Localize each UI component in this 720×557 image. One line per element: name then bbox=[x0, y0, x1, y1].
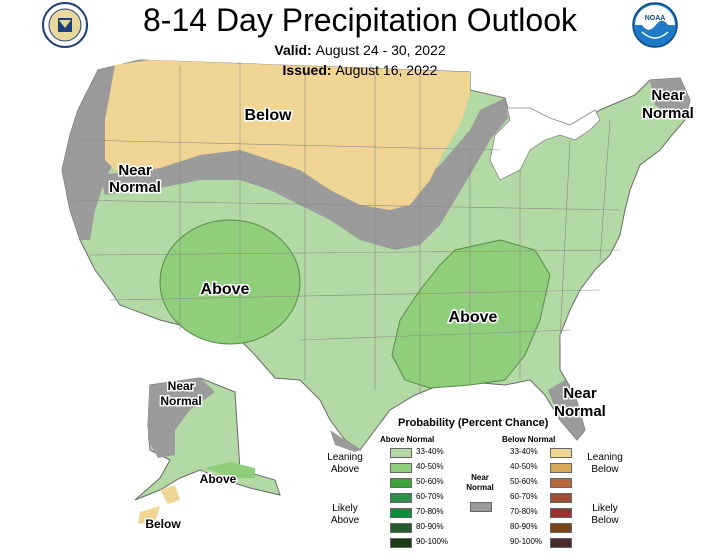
label-near-west-2: Normal bbox=[109, 179, 161, 196]
legend-above-bin-label: 40-50% bbox=[416, 462, 444, 471]
valid-value: August 24 - 30, 2022 bbox=[315, 42, 446, 58]
noaa-logo-icon: NOAA bbox=[632, 2, 678, 48]
leaning-above-line2: Above bbox=[330, 464, 360, 475]
issued-line: Issued: August 16, 2022 bbox=[0, 62, 720, 78]
label-near-ne-2: Normal bbox=[642, 105, 694, 122]
legend-below-bin-label: 90-100% bbox=[510, 537, 543, 546]
legend-above-swatch bbox=[390, 508, 412, 518]
legend-below-bin-label: 33-40% bbox=[510, 447, 538, 456]
near-normal-florida bbox=[548, 380, 585, 440]
near-normal-tx-coast bbox=[330, 430, 360, 452]
label-ak-below: Below bbox=[145, 517, 181, 531]
alaska-below bbox=[160, 485, 180, 504]
legend-above-bin-label: 90-100% bbox=[416, 537, 449, 546]
legend-below-header: Below Normal bbox=[502, 435, 556, 444]
legend-likely-below: Likely Below bbox=[580, 503, 630, 527]
legend-above-swatch bbox=[390, 493, 412, 503]
label-near-west-1: Near bbox=[118, 162, 152, 179]
legend-below-swatch bbox=[550, 463, 572, 473]
legend-likely-above: Likely Above bbox=[320, 503, 370, 527]
likely-below-line1: Likely bbox=[592, 503, 618, 514]
legend-above-swatch bbox=[390, 448, 412, 458]
legend-below-swatch bbox=[550, 478, 572, 488]
near-label-line1: Near bbox=[471, 473, 489, 482]
leaning-below-line1: Leaning bbox=[587, 452, 623, 463]
state-lines bbox=[69, 62, 621, 395]
legend-below-swatch bbox=[550, 523, 572, 533]
label-ak-near-2: Normal bbox=[160, 394, 201, 408]
issued-value: August 16, 2022 bbox=[335, 62, 438, 78]
near-normal-ne bbox=[650, 78, 690, 120]
legend-above-swatch bbox=[390, 478, 412, 488]
leaning-above-line1: Leaning bbox=[327, 452, 363, 463]
legend-below-bin-label: 60-70% bbox=[510, 492, 538, 501]
legend-below-bin-label: 50-60% bbox=[510, 477, 538, 486]
near-label-line2: Normal bbox=[466, 483, 494, 492]
likely-above-line1: Likely bbox=[332, 503, 358, 514]
legend-below-swatch bbox=[550, 538, 572, 548]
alaska-below-2 bbox=[138, 506, 160, 524]
likely-below-line2: Below bbox=[591, 515, 619, 526]
legend-below-swatch bbox=[550, 493, 572, 503]
legend-below-swatch bbox=[550, 508, 572, 518]
alaska-above-40 bbox=[205, 462, 255, 478]
legend-above-bin-label: 50-60% bbox=[416, 477, 444, 486]
label-above-sw: Above bbox=[201, 281, 250, 298]
legend-above-bin-label: 70-80% bbox=[416, 507, 444, 516]
valid-line: Valid: August 24 - 30, 2022 bbox=[0, 42, 720, 58]
legend-above-header: Above Normal bbox=[380, 435, 435, 444]
legend-near-normal-swatch bbox=[470, 502, 492, 512]
legend: Probability (Percent Chance) Above Norma… bbox=[320, 415, 720, 557]
great-lakes bbox=[469, 89, 601, 181]
likely-above-line2: Above bbox=[330, 515, 360, 526]
legend-above-swatch bbox=[390, 463, 412, 473]
label-above-se: Above bbox=[449, 309, 498, 326]
alaska-near-normal bbox=[148, 378, 215, 458]
page-title: 8-14 Day Precipitation Outlook bbox=[143, 2, 577, 38]
legend-above-bin-label: 60-70% bbox=[416, 492, 444, 501]
legend-above-bin-label: 80-90% bbox=[416, 522, 444, 531]
legend-title: Probability (Percent Chance) bbox=[398, 417, 549, 429]
legend-below-swatch bbox=[550, 448, 572, 458]
label-below-north: Below bbox=[244, 107, 292, 124]
legend-above-swatch bbox=[390, 523, 412, 533]
label-ak-above: Above bbox=[200, 472, 237, 486]
near-normal-north-band bbox=[100, 98, 508, 250]
legend-below-bin-label: 80-90% bbox=[510, 522, 538, 531]
legend-below-bin-label: 40-50% bbox=[510, 462, 538, 471]
legend-above-bin-label: 33-40% bbox=[416, 447, 444, 456]
label-near-fl-1: Near bbox=[563, 385, 597, 402]
valid-label: Valid: bbox=[274, 42, 312, 58]
above-region-southwest bbox=[159, 219, 301, 345]
below-normal-region bbox=[105, 60, 470, 210]
label-ak-near-1: Near bbox=[168, 379, 195, 393]
doc-seal-icon bbox=[42, 2, 88, 48]
label-near-ne-1: Near bbox=[651, 87, 685, 104]
legend-leaning-below: Leaning Below bbox=[580, 452, 630, 476]
noaa-logo-text: NOAA bbox=[645, 15, 666, 22]
label-near-fl-2: Normal bbox=[554, 403, 606, 420]
legend-leaning-above: Leaning Above bbox=[320, 452, 370, 476]
issued-label: Issued: bbox=[282, 62, 332, 78]
legend-below-bin-label: 70-80% bbox=[510, 507, 538, 516]
legend-near-normal-label: Near Normal bbox=[460, 473, 500, 493]
leaning-below-line2: Below bbox=[591, 464, 619, 475]
legend-above-swatch bbox=[390, 538, 412, 548]
